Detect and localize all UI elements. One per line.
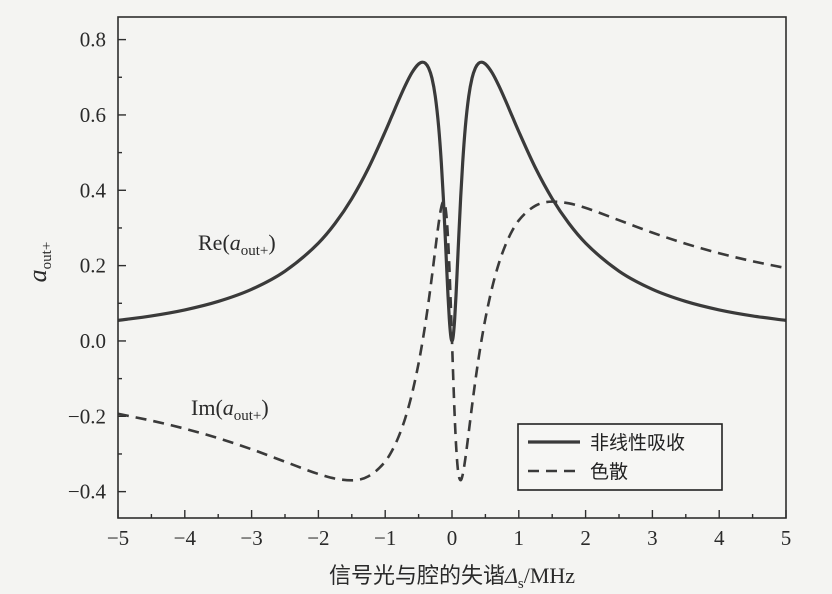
- plot-area: [118, 60, 786, 482]
- x-axis-title-sub: s: [518, 576, 524, 592]
- x-tick-label: 2: [580, 526, 591, 550]
- y-tick-label: −0.2: [68, 404, 106, 428]
- y-tick-label: −0.4: [68, 480, 107, 504]
- y-axis-title: aout+: [23, 242, 55, 283]
- annotation-re-var: a: [230, 230, 241, 255]
- y-tick-label: 0.8: [80, 28, 106, 52]
- y-tick-label: 0.0: [80, 329, 106, 353]
- x-tick-label: 3: [647, 526, 658, 550]
- x-tick-label: −5: [107, 526, 129, 550]
- annotation-re: Re(aout+): [198, 230, 276, 259]
- legend-label-dispersion: 色散: [590, 461, 628, 483]
- y-tick-label: 0.6: [80, 103, 106, 127]
- annotation-im-prefix: Im(: [191, 395, 223, 420]
- y-tick-label: 0.4: [80, 178, 107, 202]
- x-tick-label: −3: [240, 526, 262, 550]
- annotation-re-suffix: ): [268, 230, 275, 255]
- legend-box: [517, 423, 723, 491]
- legend: 非线性吸收 色散: [517, 423, 723, 491]
- x-axis-title-unit: /MHz: [524, 563, 576, 588]
- annotation-im-var: a: [223, 395, 234, 420]
- annotation-im: Im(aout+): [191, 395, 269, 424]
- legend-label-nonlinear-absorption: 非线性吸收: [590, 432, 685, 454]
- x-tick-label: 0: [447, 526, 458, 550]
- annotation-im-sub: out+: [234, 408, 262, 424]
- x-tick-label: −4: [174, 526, 197, 550]
- x-axis-title-text: 信号光与腔的失谐: [329, 563, 505, 588]
- y-axis-title-var: a: [23, 269, 52, 282]
- y-axis-title-sub: out+: [39, 242, 55, 270]
- axis-tick-labels: −5 −4 −3 −2 −1 0 1 2 3 4 5 −0.4 −0.2 0.0 0.2 0.4 0.6 0.8: [68, 28, 791, 550]
- annotation-im-suffix: ): [261, 395, 268, 420]
- x-axis-title: 信号光与腔的失谐Δs/MHz: [329, 563, 575, 592]
- y-tick-label: 0.2: [80, 254, 106, 278]
- x-tick-label: −2: [307, 526, 329, 550]
- x-tick-label: 1: [514, 526, 525, 550]
- x-tick-label: 5: [781, 526, 792, 550]
- series-line-dispersion: [118, 200, 786, 482]
- x-tick-label: 4: [714, 526, 725, 550]
- annotation-re-prefix: Re(: [198, 230, 230, 255]
- x-tick-label: −1: [374, 526, 396, 550]
- annotation-re-sub: out+: [241, 243, 269, 259]
- plot-frame: [117, 16, 787, 519]
- x-axis-title-var: Δ: [504, 563, 518, 588]
